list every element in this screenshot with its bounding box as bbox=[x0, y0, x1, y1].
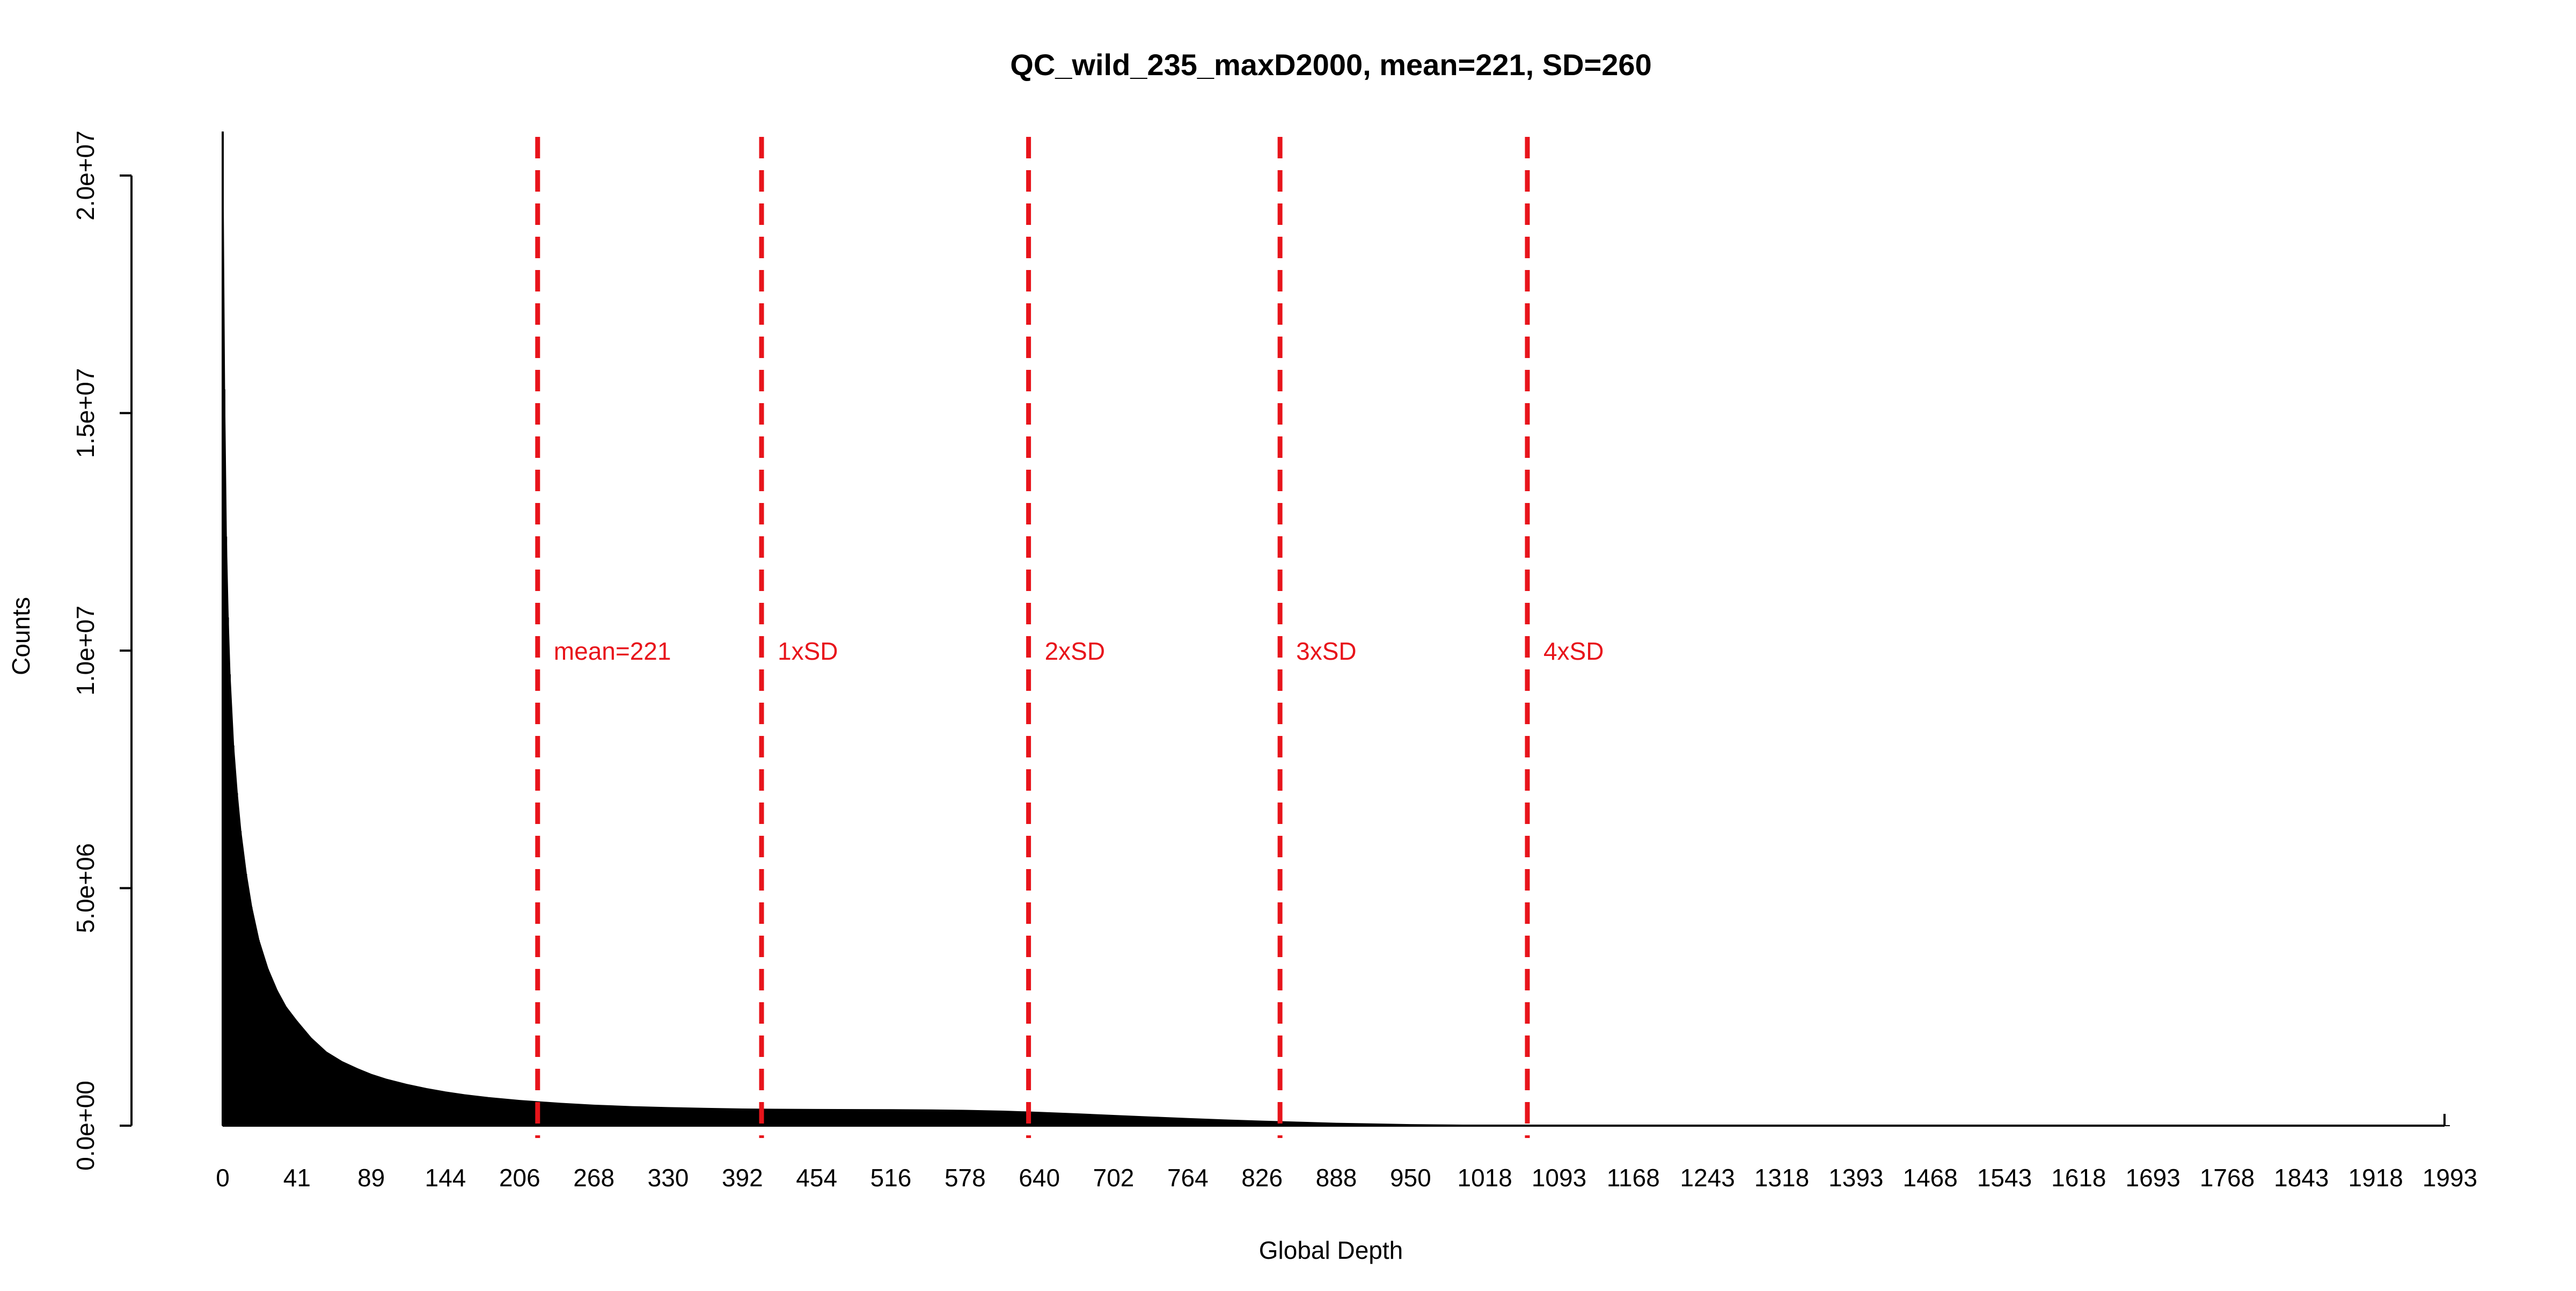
x-tick-label: 144 bbox=[425, 1164, 466, 1192]
x-tick-label: 1843 bbox=[2274, 1164, 2329, 1192]
x-tick-label: 1543 bbox=[1977, 1164, 2032, 1192]
x-tick-label: 1468 bbox=[1902, 1164, 1957, 1192]
x-axis-title: Global Depth bbox=[1259, 1236, 1403, 1264]
x-tick-label: 330 bbox=[648, 1164, 689, 1192]
chart-title: QC_wild_235_maxD2000, mean=221, SD=260 bbox=[1010, 48, 1651, 82]
x-tick-label: 89 bbox=[357, 1164, 385, 1192]
x-tick-label: 516 bbox=[870, 1164, 912, 1192]
y-tick-label: 5.0e+06 bbox=[71, 843, 99, 933]
reference-line-label: 1xSD bbox=[778, 637, 838, 665]
x-tick-label: 1618 bbox=[2051, 1164, 2106, 1192]
x-tick-label: 1693 bbox=[2125, 1164, 2180, 1192]
x-tick-label: 1393 bbox=[1828, 1164, 1883, 1192]
x-tick-label: 41 bbox=[283, 1164, 311, 1192]
x-tick-label: 1243 bbox=[1680, 1164, 1735, 1192]
x-tick-label: 1168 bbox=[1607, 1164, 1660, 1192]
axes-layer: 0.0e+00 5.0e+06 1.0e+07 1.5e+07 2.0e+07 0 41 89… bbox=[71, 130, 2477, 1192]
x-tick-label: 640 bbox=[1019, 1164, 1060, 1192]
x-tick-label: 578 bbox=[945, 1164, 986, 1192]
x-tick-label: 950 bbox=[1390, 1164, 1431, 1192]
y-tick-label: 0.0e+00 bbox=[71, 1081, 99, 1171]
reference-line-label: mean=221 bbox=[554, 637, 671, 665]
x-tick-label: 268 bbox=[573, 1164, 614, 1192]
y-axis-title: Counts bbox=[7, 597, 35, 675]
x-tick-label: 454 bbox=[796, 1164, 837, 1192]
reference-lines-layer: mean=221 1xSD 2xSD 3xSD 4xSD bbox=[535, 137, 1604, 1138]
x-tick-label: 1018 bbox=[1457, 1164, 1512, 1192]
x-tick-label: 888 bbox=[1316, 1164, 1357, 1192]
x-tick-label: 764 bbox=[1167, 1164, 1209, 1192]
y-tick-label: 1.5e+07 bbox=[71, 368, 99, 458]
x-tick-label: 1768 bbox=[2200, 1164, 2255, 1192]
x-tick-label: 826 bbox=[1241, 1164, 1283, 1192]
x-tick-label: 1318 bbox=[1754, 1164, 1809, 1192]
reference-line-label: 4xSD bbox=[1543, 637, 1604, 665]
x-tick-label: 702 bbox=[1093, 1164, 1135, 1192]
y-tick-label: 1.0e+07 bbox=[71, 606, 99, 696]
x-tick-label: 1918 bbox=[2348, 1164, 2403, 1192]
x-tick-label: 1093 bbox=[1532, 1164, 1586, 1192]
x-tick-label: 0 bbox=[216, 1164, 230, 1192]
x-tick-label: 392 bbox=[722, 1164, 763, 1192]
x-tick-label: 206 bbox=[499, 1164, 540, 1192]
y-tick-label: 2.0e+07 bbox=[71, 130, 99, 221]
x-tick-label: 1993 bbox=[2423, 1164, 2477, 1192]
reference-line-label: 3xSD bbox=[1296, 637, 1356, 665]
reference-line-label: 2xSD bbox=[1045, 637, 1105, 665]
